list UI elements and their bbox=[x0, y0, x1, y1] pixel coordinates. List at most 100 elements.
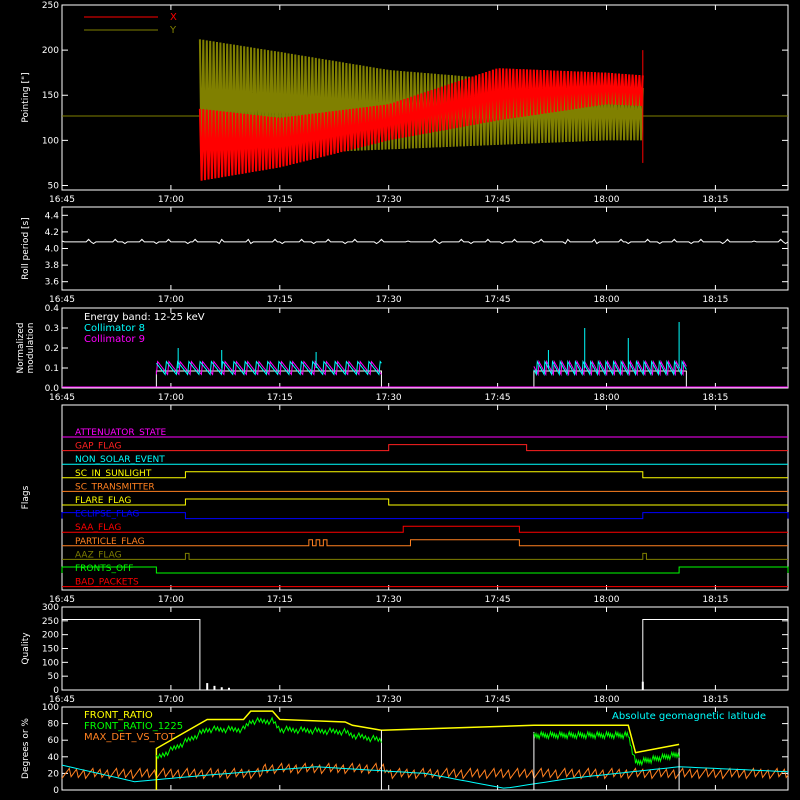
roll-x-tick-label: 18:00 bbox=[594, 295, 620, 305]
flag-label: SAA_FLAG bbox=[75, 523, 121, 533]
modulation-x-tick-label: 17:00 bbox=[158, 393, 184, 403]
roll-y-tick-label: 4.0 bbox=[45, 245, 60, 255]
pointing-y-axis-label: Pointing ["] bbox=[21, 72, 31, 122]
flags-x-tick-label: 17:00 bbox=[158, 595, 184, 605]
quality-x-tick-label: 18:00 bbox=[594, 695, 620, 705]
flag-line bbox=[61, 512, 789, 520]
quality-y-tick-label: 250 bbox=[42, 617, 59, 627]
flag-line bbox=[62, 471, 788, 479]
roll-y-tick-label: 3.8 bbox=[45, 261, 60, 271]
pointing-y-tick-label: 150 bbox=[42, 91, 59, 101]
ratios-y-axis-label: Degrees or % bbox=[21, 718, 31, 779]
quality-y-tick-label: 200 bbox=[42, 631, 59, 641]
modulation-x-tick-label: 18:15 bbox=[702, 393, 728, 403]
modulation-y-tick-label: 0.3 bbox=[45, 324, 59, 334]
roll-x-tick-label: 17:00 bbox=[158, 295, 184, 305]
roll-x-tick-label: 17:30 bbox=[376, 295, 402, 305]
flag-label: ECLIPSE_FLAG bbox=[75, 510, 139, 520]
flag-line bbox=[62, 525, 788, 533]
modulation-y-axis-label: modulation bbox=[26, 323, 36, 374]
roll-y-axis-label: Roll period [s] bbox=[21, 217, 31, 279]
ratios-legend-label: FRONT_RATIO bbox=[84, 710, 153, 721]
flags-x-tick-label: 18:00 bbox=[594, 595, 620, 605]
flags-y-axis-label: Flags bbox=[21, 485, 31, 509]
flags-x-tick-label: 18:15 bbox=[702, 595, 728, 605]
modulation-x-tick-label: 18:00 bbox=[594, 393, 620, 403]
modulation-y-tick-label: 0.4 bbox=[45, 304, 60, 314]
modulation-envelope bbox=[533, 370, 687, 388]
modulation-y-tick-label: 0.1 bbox=[45, 364, 59, 374]
pointing-x-tick-label: 17:15 bbox=[267, 195, 293, 205]
ratios-series-front-ratio-1225 bbox=[533, 730, 680, 767]
flag-label: NON_SOLAR_EVENT bbox=[75, 455, 165, 465]
ratios-series-front-ratio bbox=[155, 710, 680, 790]
flags-axes-frame bbox=[61, 404, 789, 591]
flag-line bbox=[62, 444, 788, 452]
pointing-y-tick-label: 250 bbox=[42, 1, 59, 11]
pointing-y-tick-label: 100 bbox=[42, 136, 59, 146]
modulation-series-c8 bbox=[533, 359, 687, 377]
roll-x-tick-label: 17:15 bbox=[267, 295, 293, 305]
ratios-y-tick-label: 40 bbox=[48, 753, 60, 763]
pointing-legend-label: Y bbox=[169, 25, 177, 36]
pointing-axes-frame bbox=[61, 4, 789, 191]
modulation-y-tick-label: 0.0 bbox=[45, 384, 60, 394]
modulation-y-tick-label: 0.2 bbox=[45, 344, 59, 354]
ratios-series-geomag bbox=[61, 764, 789, 789]
flags-x-tick-label: 16:45 bbox=[49, 595, 75, 605]
modulation-series-c9 bbox=[155, 360, 382, 376]
ratios-y-tick-label: 0 bbox=[53, 786, 59, 796]
ratios-series-max-det bbox=[61, 762, 789, 780]
ratios-y-tick-label: 100 bbox=[42, 703, 59, 713]
flag-label: SC_IN_SUNLIGHT bbox=[75, 469, 152, 479]
flag-label: FRONTS_OFF bbox=[75, 564, 133, 574]
roll-x-tick-label: 17:45 bbox=[485, 295, 511, 305]
quality-x-tick-label: 16:45 bbox=[49, 695, 75, 705]
pointing-x-tick-label: 16:45 bbox=[49, 195, 75, 205]
flags-x-tick-label: 17:15 bbox=[267, 595, 293, 605]
modulation-x-tick-label: 16:45 bbox=[49, 393, 75, 403]
flag-line bbox=[62, 539, 788, 547]
flag-label: AAZ_FLAG bbox=[75, 550, 122, 560]
quality-y-tick-label: 150 bbox=[42, 645, 59, 655]
pointing-y-tick-label: 50 bbox=[48, 181, 60, 191]
modulation-y-axis-label: Normalized bbox=[16, 322, 26, 373]
ratios-legend-label: FRONT_RATIO_1225 bbox=[84, 721, 183, 732]
quality-x-tick-label: 17:00 bbox=[158, 695, 184, 705]
ratios-axes-frame bbox=[61, 706, 789, 791]
modulation-x-tick-label: 17:30 bbox=[376, 393, 402, 403]
quality-series bbox=[62, 619, 788, 691]
pointing-x-tick-label: 18:15 bbox=[702, 195, 728, 205]
pointing-x-tick-label: 17:00 bbox=[158, 195, 184, 205]
roll-y-tick-label: 4.4 bbox=[45, 211, 60, 221]
quality-y-tick-label: 0 bbox=[53, 686, 59, 696]
flag-line bbox=[62, 552, 788, 560]
roll-y-tick-label: 4.2 bbox=[45, 228, 59, 238]
modulation-x-tick-label: 17:45 bbox=[485, 393, 511, 403]
ratios-series-front-ratio-1225 bbox=[155, 716, 382, 760]
pointing-x-tick-label: 17:45 bbox=[485, 195, 511, 205]
quality-x-tick-label: 17:45 bbox=[485, 695, 511, 705]
flags-x-tick-label: 17:30 bbox=[376, 595, 402, 605]
ratios-legend-label: MAX_DET_VS_TOT bbox=[84, 732, 176, 743]
flag-label: PARTICLE_FLAG bbox=[75, 537, 145, 547]
quality-x-tick-label: 17:15 bbox=[267, 695, 293, 705]
ratios-y-tick-label: 20 bbox=[48, 769, 60, 779]
ratios-y-tick-label: 80 bbox=[48, 720, 60, 730]
flag-label: GAP_FLAG bbox=[75, 442, 121, 452]
flag-label: FLARE_FLAG bbox=[75, 496, 131, 506]
modulation-legend-label: Collimator 8 bbox=[84, 323, 145, 334]
quality-y-tick-label: 50 bbox=[48, 672, 60, 682]
quality-y-tick-label: 100 bbox=[42, 658, 59, 668]
pointing-series-x bbox=[198, 68, 644, 181]
quality-x-tick-label: 17:30 bbox=[376, 695, 402, 705]
pointing-y-tick-label: 200 bbox=[42, 46, 59, 56]
roll-x-tick-label: 16:45 bbox=[49, 295, 75, 305]
roll-x-tick-label: 18:15 bbox=[702, 295, 728, 305]
pointing-x-tick-label: 17:30 bbox=[376, 195, 402, 205]
pointing-legend-label: X bbox=[170, 12, 177, 23]
flag-label: SC_TRANSMITTER bbox=[75, 482, 155, 492]
modulation-series-c8 bbox=[156, 360, 382, 376]
flags-x-tick-label: 17:45 bbox=[485, 595, 511, 605]
